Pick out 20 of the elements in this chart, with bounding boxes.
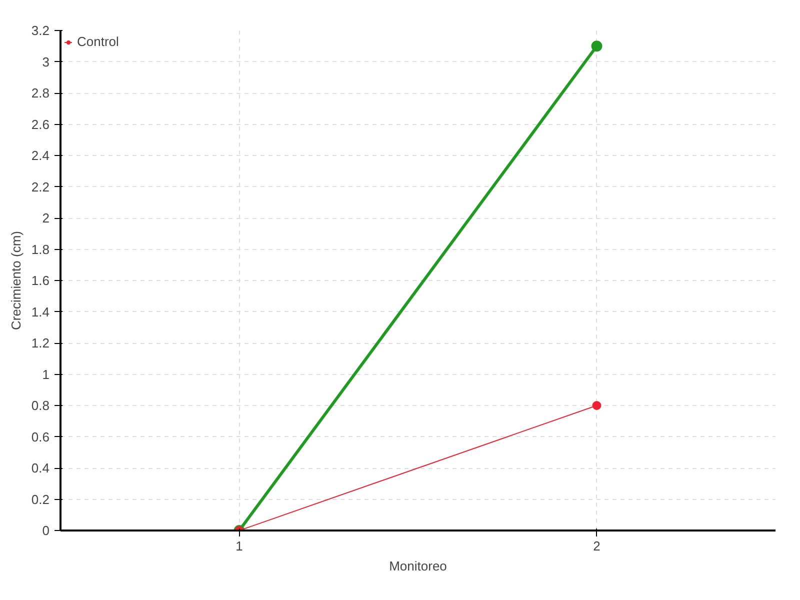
y-tick-label: 0.4 <box>31 460 50 476</box>
legend-label: Control <box>77 34 119 49</box>
y-tick-label: 2.6 <box>31 116 50 132</box>
y-tick-label: 2.4 <box>31 148 50 163</box>
y-tick-label: 0.8 <box>31 398 50 413</box>
y-tick-label: 1.4 <box>31 304 50 320</box>
x-axis-title: Monitoreo <box>389 558 447 574</box>
y-axis-title: Crecimiento (cm) <box>8 231 24 330</box>
y-tick-label: 2 <box>42 210 50 226</box>
y-tick-label: 1 <box>42 366 50 382</box>
y-tick-label: 3.2 <box>31 23 50 38</box>
y-tick-label: 0.6 <box>31 429 50 444</box>
y-tick-label: 1.8 <box>31 242 50 257</box>
y-tick-label: 2.2 <box>31 179 50 194</box>
y-tick-label: 0.2 <box>31 492 50 507</box>
y-tick-label: 0 <box>42 523 50 538</box>
y-tick-label: 3 <box>42 54 50 70</box>
y-tick-label: 2.8 <box>31 86 50 100</box>
y-tick-label: 1.2 <box>31 336 50 350</box>
y-tick-label: 1.6 <box>31 273 50 288</box>
